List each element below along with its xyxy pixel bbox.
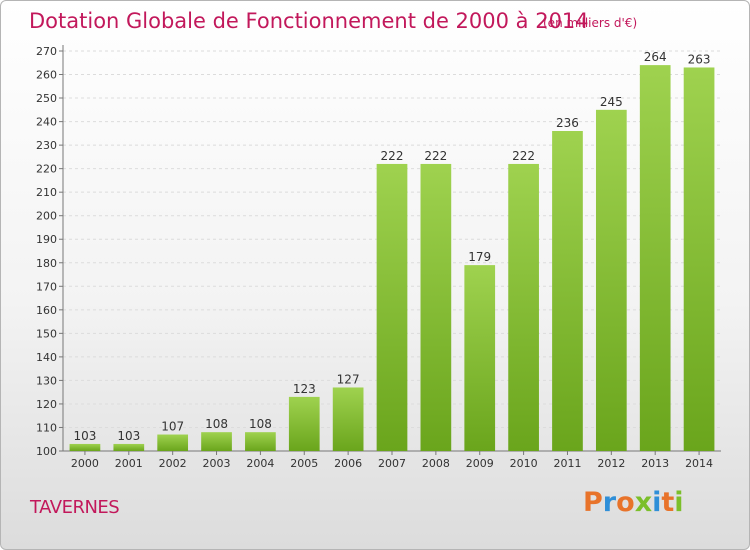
y-tick-label: 250: [36, 92, 57, 105]
x-tick-label-2003: 2003: [203, 457, 231, 470]
y-tick-label: 140: [36, 351, 57, 364]
data-label-2003: 108: [205, 417, 228, 431]
y-tick-label: 260: [36, 69, 57, 82]
data-label-2013: 264: [644, 50, 667, 64]
x-tick-label-2007: 2007: [378, 457, 406, 470]
data-label-2014: 263: [688, 52, 711, 66]
data-label-2010: 222: [512, 149, 535, 163]
proxiti-logo: Proxiti: [583, 487, 684, 518]
x-tick-label-2012: 2012: [597, 457, 625, 470]
bar-2004: [245, 432, 276, 451]
x-tick-label-2010: 2010: [510, 457, 538, 470]
bar-2013: [639, 65, 671, 451]
bar-2007: [376, 163, 408, 452]
bar-2008: [420, 163, 452, 452]
bar-2001: [113, 443, 145, 451]
bar-2012: [595, 109, 627, 451]
x-tick-label-2004: 2004: [246, 457, 274, 470]
y-tick-label: 210: [36, 186, 57, 199]
data-label-2009: 179: [468, 250, 491, 264]
data-label-2005: 123: [293, 382, 316, 396]
x-tick-label-2001: 2001: [115, 457, 143, 470]
y-tick-label: 160: [36, 304, 57, 317]
bar-2002: [157, 434, 189, 451]
bar-2000: [69, 443, 101, 451]
data-label-2002: 107: [161, 420, 184, 434]
y-tick-label: 200: [36, 210, 57, 223]
data-label-2004: 108: [249, 417, 272, 431]
y-tick-label: 230: [36, 139, 57, 152]
y-tick-label: 180: [36, 257, 57, 270]
y-tick-label: 240: [36, 116, 57, 129]
bar-2010: [508, 163, 539, 452]
x-tick-label-2014: 2014: [685, 457, 713, 470]
bar-2011: [552, 131, 583, 451]
x-tick-label-2005: 2005: [290, 457, 318, 470]
bar-2003: [201, 432, 232, 451]
y-tick-label: 220: [36, 163, 57, 176]
commune-name: TAVERNES: [30, 497, 120, 518]
y-tick-label: 270: [36, 45, 57, 58]
data-label-2001: 103: [117, 429, 140, 443]
data-label-2011: 236: [556, 116, 579, 130]
bar-2014: [683, 67, 715, 452]
x-tick-label-2000: 2000: [71, 457, 99, 470]
data-label-2012: 245: [600, 95, 623, 109]
chart-title: Dotation Globale de Fonctionnement de 20…: [29, 9, 589, 33]
x-tick-label-2008: 2008: [422, 457, 450, 470]
data-label-2006: 127: [337, 372, 360, 386]
data-label-2008: 222: [424, 149, 447, 163]
data-label-2007: 222: [381, 149, 404, 163]
y-tick-label: 100: [36, 445, 57, 458]
x-tick-label-2013: 2013: [641, 457, 669, 470]
bar-2009: [464, 265, 496, 451]
x-tick-label-2002: 2002: [159, 457, 187, 470]
bar-2006: [332, 387, 364, 451]
y-tick-label: 110: [36, 421, 57, 434]
y-tick-label: 190: [36, 233, 57, 246]
bar-2005: [288, 396, 320, 451]
x-tick-label-2009: 2009: [466, 457, 494, 470]
y-tick-label: 170: [36, 280, 57, 293]
x-tick-label-2011: 2011: [553, 457, 581, 470]
x-tick-label-2006: 2006: [334, 457, 362, 470]
y-tick-label: 130: [36, 374, 57, 387]
chart-subtitle: (en milliers d'€): [543, 16, 638, 30]
y-tick-label: 150: [36, 327, 57, 340]
y-tick-label: 120: [36, 398, 57, 411]
data-label-2000: 103: [73, 429, 96, 443]
